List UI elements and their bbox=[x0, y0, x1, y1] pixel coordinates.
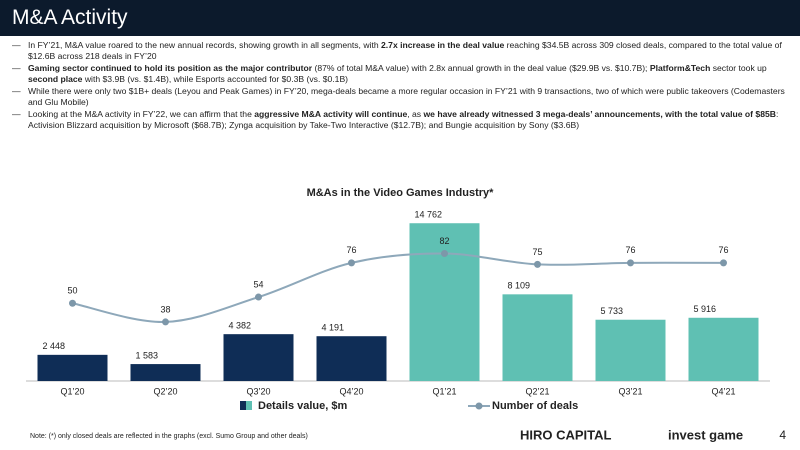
bullet-text: aggressive M&A activity will continue bbox=[254, 109, 408, 119]
bullet-text: reaching $34.5B across 309 closed deals,… bbox=[28, 40, 782, 61]
legend-swatch bbox=[246, 401, 252, 410]
legend-label: Number of deals bbox=[492, 400, 578, 412]
x-tick-label: Q2’21 bbox=[525, 386, 549, 396]
slide-title: M&A Activity bbox=[12, 6, 128, 29]
chart-title: M&As in the Video Games Industry* bbox=[307, 187, 495, 199]
line-point bbox=[162, 318, 169, 326]
bar-label: 4 382 bbox=[229, 321, 252, 331]
bullet-text: While there were only two $1B+ deals (Le… bbox=[28, 86, 785, 107]
bullet-text: (87% of total M&A value) with 2.8x annua… bbox=[312, 63, 650, 73]
line-point bbox=[441, 250, 448, 258]
x-tick-label: Q1’21 bbox=[432, 386, 456, 396]
bullet: In FY’21, M&A value roared to the new an… bbox=[12, 40, 788, 62]
x-tick-label: Q4’20 bbox=[339, 386, 363, 396]
bullet: Gaming sector continued to hold its posi… bbox=[12, 63, 788, 85]
bar bbox=[223, 334, 294, 381]
brand: invest game bbox=[668, 427, 743, 442]
bullet-text: Gaming sector continued to hold its posi… bbox=[28, 63, 313, 73]
line-point bbox=[534, 260, 541, 268]
bar-label: 14 762 bbox=[415, 210, 443, 220]
legend-marker bbox=[475, 402, 483, 410]
line bbox=[72, 252, 724, 323]
bullet-text: In FY’21, M&A value roared to the new an… bbox=[28, 40, 382, 50]
bar bbox=[409, 223, 480, 381]
x-tick-label: Q1’20 bbox=[60, 386, 84, 396]
point-label: 38 bbox=[160, 304, 170, 314]
bar-label: 1 583 bbox=[136, 350, 159, 360]
page-number: 4 bbox=[779, 428, 786, 442]
bullet: While there were only two $1B+ deals (Le… bbox=[12, 86, 788, 108]
bar bbox=[316, 336, 387, 381]
point-label: 50 bbox=[67, 286, 77, 296]
bar bbox=[688, 317, 759, 381]
bar bbox=[502, 294, 573, 381]
bullet-list: In FY’21, M&A value roared to the new an… bbox=[12, 40, 788, 132]
line-point bbox=[720, 259, 727, 267]
bullet-text: sector took up bbox=[710, 63, 767, 73]
line-point bbox=[348, 259, 355, 267]
line-point bbox=[69, 299, 76, 307]
bullet-text: 2.7x increase in the deal value bbox=[381, 40, 505, 50]
bar-label: 5 733 bbox=[601, 306, 624, 316]
bullet-text: , as bbox=[407, 109, 424, 119]
x-tick-label: Q2’20 bbox=[153, 386, 177, 396]
bar-label: 2 448 bbox=[43, 341, 66, 351]
bar-label: 4 191 bbox=[322, 323, 345, 333]
bar-label: 5 916 bbox=[694, 304, 717, 314]
point-label: 75 bbox=[532, 247, 542, 257]
bar-label: 8 109 bbox=[508, 281, 531, 291]
x-tick-label: Q3’21 bbox=[618, 386, 642, 396]
bullet-text: Platform&Tech bbox=[649, 63, 711, 73]
bar bbox=[130, 364, 201, 381]
legend-label: Details value, $m bbox=[258, 400, 347, 412]
line-point bbox=[255, 293, 262, 301]
bullet-text: with $3.9B (vs. $1.4B), while Esports ac… bbox=[82, 74, 349, 84]
bullet-text: we have already witnessed 3 mega-deals’ … bbox=[423, 109, 776, 119]
brand: HIRO CAPITAL bbox=[520, 427, 612, 442]
point-label: 76 bbox=[346, 245, 356, 255]
legend-swatch bbox=[240, 401, 246, 410]
point-label: 82 bbox=[439, 236, 449, 246]
bullet-text: second place bbox=[28, 74, 83, 84]
x-tick-label: Q4’21 bbox=[711, 386, 735, 396]
bullet-text: Looking at the M&A activity in FY’22, we… bbox=[28, 109, 255, 119]
bullet-text: : Activision Blizzard acquisition by Mic… bbox=[28, 109, 779, 130]
bar bbox=[595, 319, 666, 381]
point-label: 76 bbox=[625, 245, 635, 255]
bar bbox=[37, 354, 108, 381]
line-point bbox=[627, 259, 634, 267]
point-label: 54 bbox=[253, 279, 263, 289]
point-label: 76 bbox=[718, 245, 728, 255]
footnote: Note: (*) only closed deals are reflecte… bbox=[30, 433, 308, 440]
header: M&A Activity bbox=[0, 0, 800, 36]
x-tick-label: Q3’20 bbox=[246, 386, 270, 396]
bullet: Looking at the M&A activity in FY’22, we… bbox=[12, 109, 788, 131]
